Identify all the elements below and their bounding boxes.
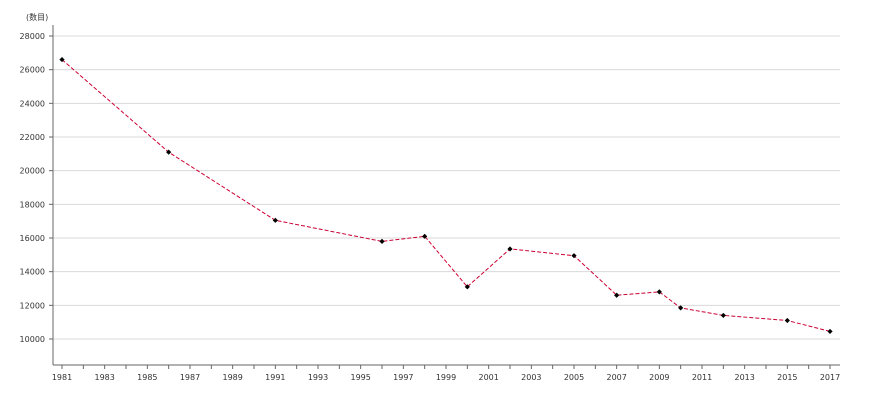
x-tick-label: 2005: [564, 373, 584, 382]
data-point: [720, 312, 726, 319]
data-point: [678, 305, 684, 311]
y-tick-label: 10000: [20, 335, 45, 344]
y-unit-label: (数目): [26, 12, 48, 22]
y-tick-label: 20000: [20, 167, 45, 176]
series-line: [61, 59, 831, 332]
x-tick-label: 2011: [692, 373, 712, 382]
x-tick-label: 2009: [649, 373, 669, 382]
data-point: [379, 238, 385, 244]
data-point: [827, 328, 833, 335]
y-tick-label: 22000: [20, 133, 45, 142]
x-tick-label: 2015: [777, 373, 797, 382]
data-point: [166, 149, 172, 155]
y-tick-label: 18000: [20, 200, 45, 209]
x-tick-label: 2013: [734, 373, 754, 382]
y-tick-label: 16000: [20, 234, 45, 243]
x-tick-label: 1981: [52, 373, 72, 382]
y-tick-label: 12000: [20, 301, 45, 310]
x-tick-label: 1991: [265, 373, 285, 382]
data-point: [272, 217, 278, 223]
y-tick-label: 14000: [20, 268, 45, 277]
data-point: [614, 292, 620, 298]
y-tick-label: 26000: [20, 66, 45, 75]
series-group: [59, 56, 833, 335]
x-tick-label: 1997: [393, 373, 413, 382]
data-point: [784, 317, 790, 324]
data-point: [571, 253, 577, 259]
x-tick-label: 1983: [94, 373, 114, 382]
x-tick-label: 1987: [180, 373, 200, 382]
x-tick-label: 2007: [606, 373, 626, 382]
data-point: [507, 246, 513, 252]
x-tick-label: 1995: [350, 373, 370, 382]
y-tick-label: 24000: [20, 99, 45, 108]
data-point: [422, 233, 428, 239]
data-point: [59, 56, 65, 63]
y-axis-tick-labels: 10000 12000 14000 16000 18000 20000 22000 24000…: [20, 32, 53, 344]
x-tick-label: 1999: [436, 373, 456, 382]
y-tick-label: 28000: [20, 32, 45, 41]
x-axis-tick-labels: 1981 1983 1985 1987 1989 1991 1993 1995 1997 1999…: [52, 365, 840, 382]
data-point: [464, 284, 470, 290]
axes: [52, 25, 840, 366]
x-tick-label: 2001: [478, 373, 498, 382]
x-tick-label: 2017: [820, 373, 840, 382]
x-tick-label: 1989: [222, 373, 242, 382]
x-tick-label: 2003: [521, 373, 541, 382]
x-tick-label: 1993: [308, 373, 328, 382]
data-point: [656, 289, 662, 295]
x-tick-label: 1985: [137, 373, 157, 382]
gridlines: [53, 35, 840, 340]
